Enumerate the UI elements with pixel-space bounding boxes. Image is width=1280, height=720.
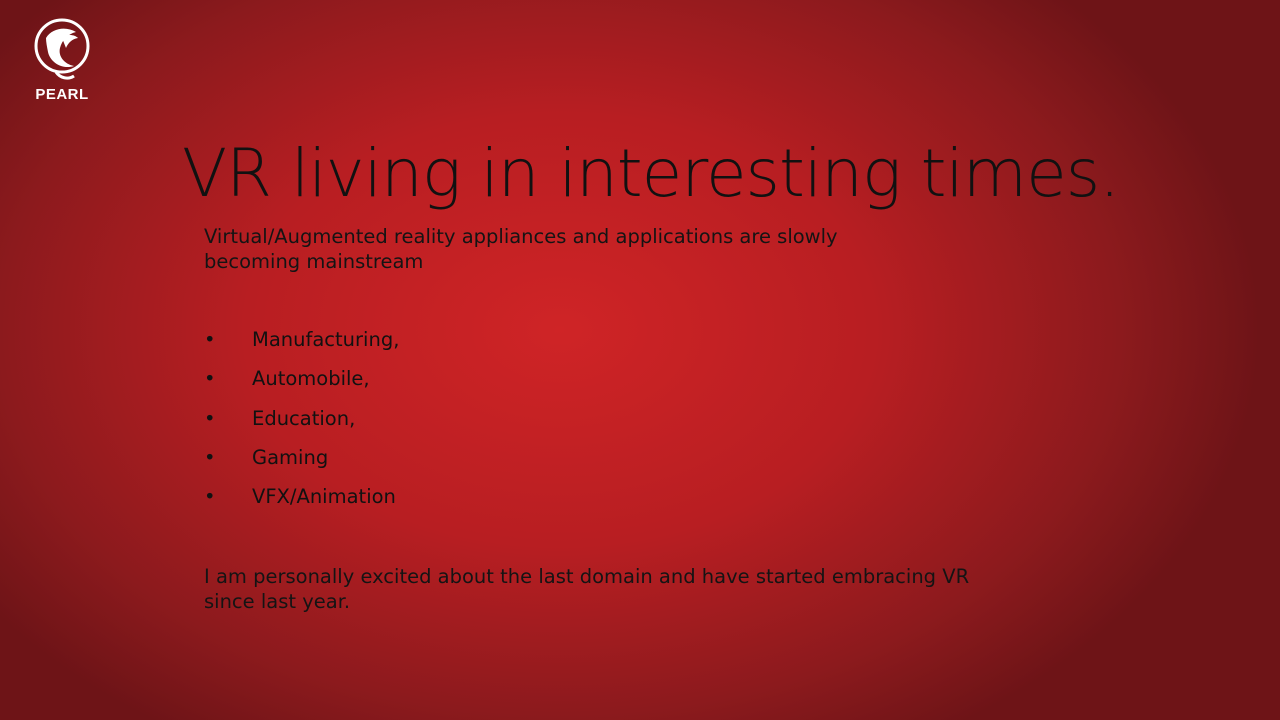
bullet-marker: • xyxy=(204,406,216,430)
closing-paragraph: I am personally excited about the last d… xyxy=(204,565,970,613)
pearl-logo: PEARL xyxy=(22,16,102,106)
bullet-text: VFX/Animation xyxy=(252,485,396,509)
bullet-marker: • xyxy=(204,445,216,469)
bullet-text: Education, xyxy=(252,406,356,430)
bullet-marker: • xyxy=(204,485,216,509)
pearl-logo-icon xyxy=(34,18,90,80)
bullet-marker: • xyxy=(204,328,216,351)
bullet-text: Automobile, xyxy=(252,367,370,391)
intro-paragraph: Virtual/Augmented reality appliances and… xyxy=(204,225,838,273)
bullet-text: Manufacturing, xyxy=(252,328,400,351)
bullet-text: Gaming xyxy=(252,445,329,469)
slide-title: VR living in interesting times. xyxy=(182,135,1120,212)
logo-wordmark: PEARL xyxy=(35,86,89,103)
bullet-marker: • xyxy=(204,367,216,391)
